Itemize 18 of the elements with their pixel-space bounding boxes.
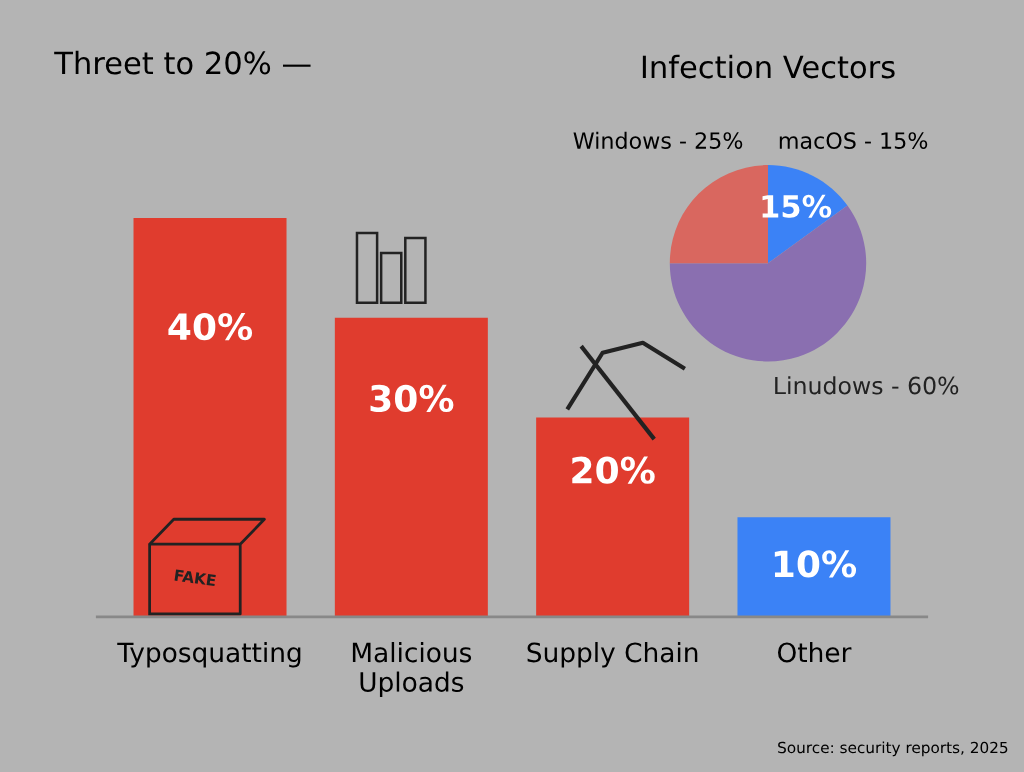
slice-label: Linudows - 60% xyxy=(775,376,959,395)
chart-title: Infection Vectors xyxy=(642,54,895,79)
data-label: 30% xyxy=(370,384,454,413)
chart-title: Threet to 20% — xyxy=(54,50,311,75)
bar xyxy=(133,218,287,617)
x-tick-label: Other xyxy=(778,641,852,663)
source-note: Source: security reports, 2025 xyxy=(778,741,1008,757)
data-label: 20% xyxy=(572,456,655,484)
bar xyxy=(737,517,891,617)
data-label: 10% xyxy=(774,550,857,578)
x-tick-label: Malicious Uploads xyxy=(352,641,472,698)
slice-label: Windows - 25% xyxy=(573,131,743,149)
annotation: FAKE xyxy=(174,569,216,587)
slice-label: macOS - 15% xyxy=(779,132,928,149)
data-label: 40% xyxy=(168,312,253,341)
x-tick-label: Typosquatting xyxy=(117,641,301,668)
x-tick-label: Supply Chain xyxy=(527,641,698,668)
bar xyxy=(334,317,488,617)
